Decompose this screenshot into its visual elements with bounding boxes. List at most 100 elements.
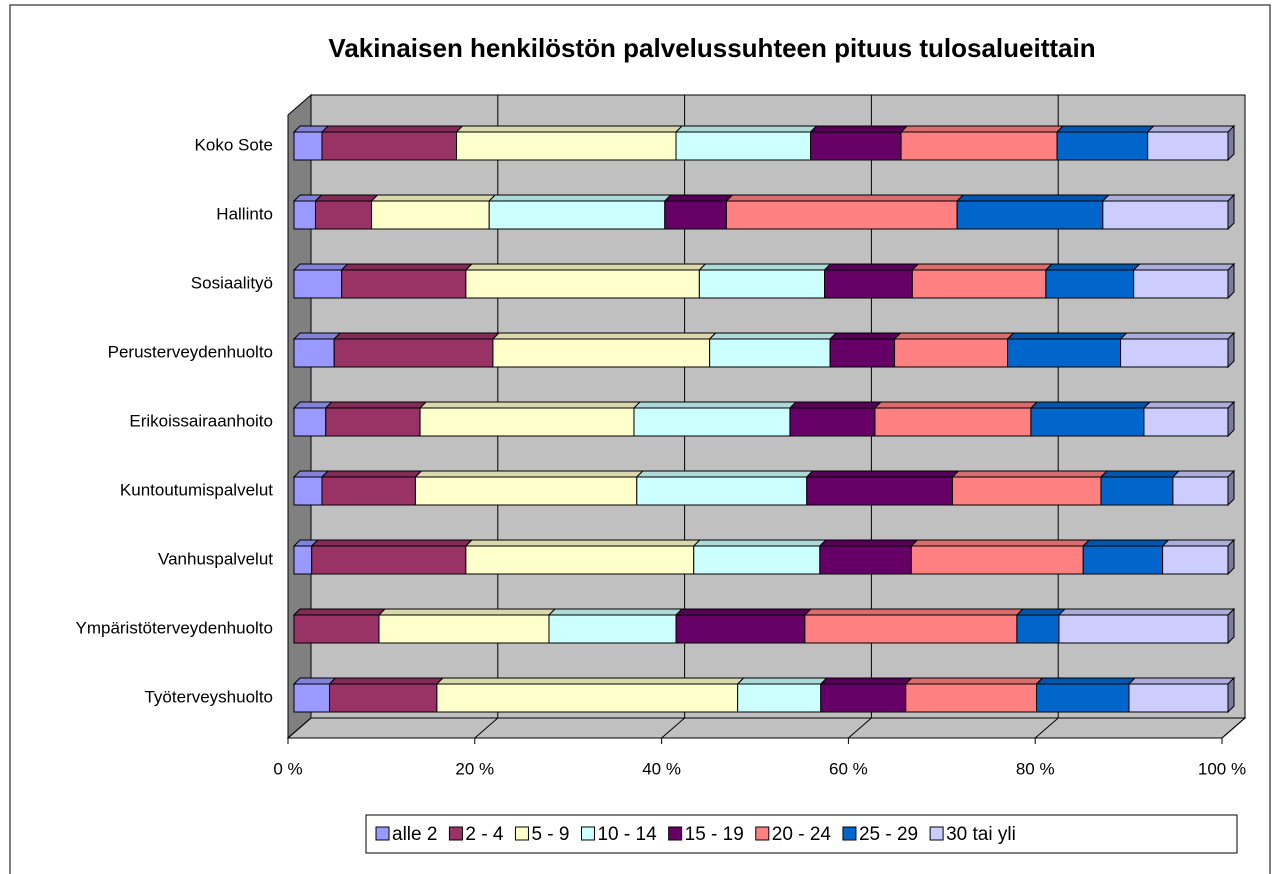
- bar-segment: [328, 677, 445, 713]
- floor: [286, 717, 1247, 739]
- legend-label: 30 tai yli: [946, 824, 1016, 845]
- bar-top: [674, 608, 813, 616]
- bar-segment: [736, 677, 828, 713]
- bar-front: [492, 338, 711, 368]
- bar-front: [820, 683, 907, 713]
- bar-segment: [823, 263, 920, 299]
- bar-front: [1056, 131, 1149, 161]
- bar-segment: [292, 332, 342, 368]
- bar-segment: [370, 194, 497, 230]
- bar-front: [633, 407, 791, 437]
- bar-segment: [340, 263, 474, 299]
- bar-top: [464, 539, 701, 547]
- y-tick-label: Kuntoutumispalvelut: [120, 480, 273, 499]
- bar-side: [1227, 607, 1235, 645]
- bar-front: [911, 269, 1047, 299]
- bar-front: [905, 683, 1038, 713]
- bar-top: [340, 263, 474, 271]
- bar-top: [292, 608, 387, 616]
- bar-front: [900, 131, 1058, 161]
- bar-segment: [418, 401, 642, 437]
- bar-top: [320, 470, 423, 478]
- bar-front: [956, 200, 1104, 230]
- bar-top: [1099, 470, 1181, 478]
- grid-line: [474, 717, 499, 739]
- legend-swatch: [514, 826, 529, 841]
- bar-top: [491, 332, 717, 340]
- bar-segment: [899, 125, 1065, 161]
- legend-swatch: [929, 826, 944, 841]
- y-tick-label: Koko Sote: [195, 135, 273, 154]
- legend-label: 15 - 19: [685, 824, 744, 845]
- bar-front: [328, 683, 438, 713]
- bar-side: [1227, 538, 1235, 576]
- bar-front: [333, 338, 494, 368]
- bar-segment: [955, 194, 1111, 230]
- bar-segment: [692, 539, 828, 575]
- bar-front: [1045, 269, 1135, 299]
- bar-segment: [911, 263, 1054, 299]
- bar-top: [1055, 125, 1155, 133]
- bar-segment: [1146, 124, 1236, 162]
- bar-front: [789, 407, 876, 437]
- bar-top: [487, 194, 673, 202]
- bar-segment: [324, 401, 428, 437]
- bar-front: [293, 407, 327, 437]
- bar-segment: [1057, 607, 1236, 645]
- bar-top: [310, 539, 474, 547]
- bar-front: [804, 614, 1018, 644]
- bar-front: [709, 338, 831, 368]
- legend-swatch: [755, 826, 770, 841]
- bar-front: [910, 545, 1084, 575]
- bar-top: [1161, 539, 1236, 547]
- bar-top: [1171, 470, 1236, 478]
- bar-front: [341, 269, 467, 299]
- bar-top: [1101, 194, 1236, 202]
- bar-front: [293, 200, 316, 230]
- bar-front: [456, 131, 677, 161]
- bar-segment: [1132, 262, 1236, 300]
- bar-top: [823, 263, 920, 271]
- bar-top: [370, 194, 497, 202]
- bar-segment: [951, 470, 1109, 506]
- bar-segment: [708, 332, 838, 368]
- bar-top: [377, 608, 557, 616]
- bar-segment: [332, 332, 501, 368]
- bar-segment: [292, 470, 330, 506]
- bar-segment: [1099, 470, 1181, 506]
- bar-segment: [1171, 469, 1236, 507]
- bar-top: [418, 401, 642, 409]
- bar-front: [311, 545, 467, 575]
- bar-front: [1143, 407, 1229, 437]
- bar-segment: [292, 539, 319, 575]
- bar-top: [828, 332, 902, 340]
- bar-front: [293, 683, 330, 713]
- bar-front: [698, 269, 826, 299]
- bar-front: [293, 269, 343, 299]
- bar-side: [1227, 469, 1235, 507]
- bar-front: [419, 407, 635, 437]
- bar-front: [1128, 683, 1229, 713]
- bar-top: [635, 470, 814, 478]
- bar-front: [1007, 338, 1122, 368]
- bar-top: [1082, 539, 1170, 547]
- legend-label: alle 2: [392, 824, 437, 845]
- x-tick-label: 100 %: [1198, 759, 1246, 778]
- bar-side: [1227, 676, 1235, 714]
- bar-segment: [491, 332, 717, 368]
- bar-segment: [1082, 539, 1170, 575]
- bar-segment: [805, 470, 960, 506]
- bar-top: [698, 263, 832, 271]
- bar-top: [455, 125, 684, 133]
- bar-front: [436, 683, 739, 713]
- bar-side: [1227, 193, 1235, 231]
- grid-line: [1034, 717, 1059, 739]
- bar-front: [465, 269, 700, 299]
- bar-top: [1119, 332, 1236, 340]
- bar-top: [803, 608, 1025, 616]
- bar-top: [819, 677, 913, 685]
- bar-top: [1142, 401, 1236, 409]
- grid-line: [1221, 717, 1246, 739]
- bar-top: [292, 332, 342, 340]
- legend-label: 5 - 9: [531, 824, 569, 845]
